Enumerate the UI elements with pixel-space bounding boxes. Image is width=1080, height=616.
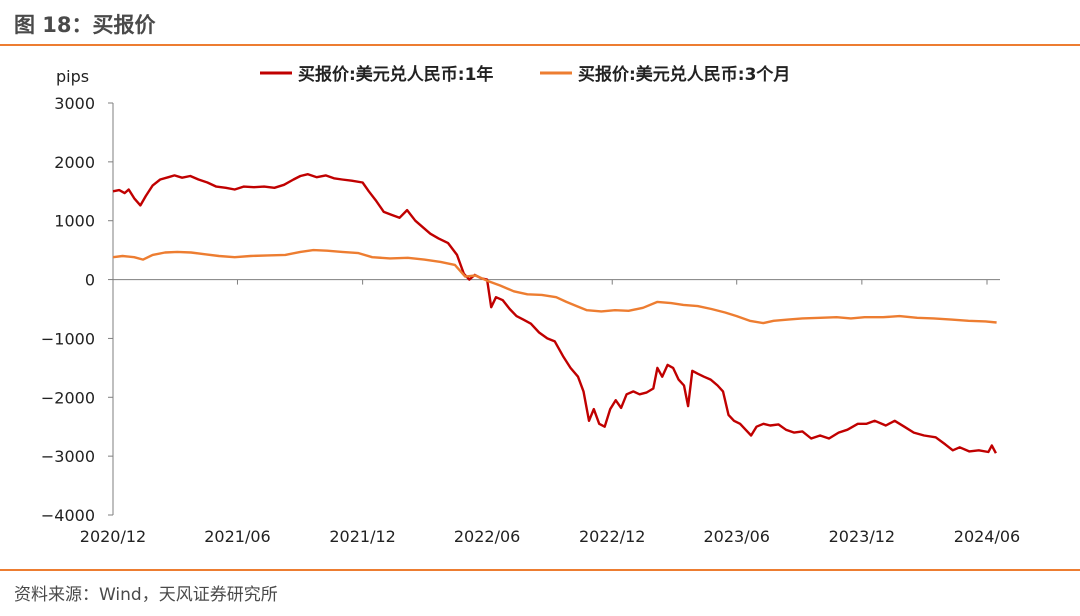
figure-title: 图 18：买报价 bbox=[14, 13, 156, 37]
y-tick-label: 2000 bbox=[54, 153, 95, 172]
y-tick-label: 1000 bbox=[54, 212, 95, 231]
y-tick-label: 0 bbox=[85, 271, 95, 290]
figure-header: 图 18：买报价 bbox=[0, 0, 1080, 46]
y-tick-label: −3000 bbox=[41, 447, 95, 466]
series-line-1y bbox=[112, 173, 997, 454]
x-tick-label: 2021/06 bbox=[204, 527, 270, 546]
series-line-3m bbox=[112, 248, 997, 325]
series-layer bbox=[112, 173, 997, 454]
legend-label-3m: 买报价:美元兑人民币:3个月 bbox=[578, 64, 790, 85]
chart-legend: 买报价:美元兑人民币:1年 买报价:美元兑人民币:3个月 bbox=[260, 64, 790, 85]
x-tick-label: 2023/12 bbox=[829, 527, 895, 546]
top-rule bbox=[0, 44, 1080, 46]
y-axis-unit-label: pips bbox=[56, 67, 89, 86]
y-tick-label: −2000 bbox=[41, 388, 95, 407]
y-tick-label: −4000 bbox=[41, 506, 95, 525]
x-tick-label: 2020/12 bbox=[80, 527, 146, 546]
x-tick-label: 2022/12 bbox=[579, 527, 645, 546]
x-tick-label: 2022/06 bbox=[454, 527, 520, 546]
bottom-rule bbox=[0, 569, 1080, 571]
source-note: 资料来源：Wind，天风证券研究所 bbox=[14, 585, 278, 605]
x-tick-label: 2023/06 bbox=[703, 527, 769, 546]
line-chart: 3000 2000 1000 0 −1000 −2000 −3000 −4000 2020/12… bbox=[41, 64, 1020, 546]
chart-axes: 3000 2000 1000 0 −1000 −2000 −3000 −4000 2020/12… bbox=[41, 67, 1020, 546]
y-tick-label: 3000 bbox=[54, 94, 95, 113]
x-tick-label: 2024/06 bbox=[954, 527, 1020, 546]
y-tick-label: −1000 bbox=[41, 329, 95, 348]
x-tick-label: 2021/12 bbox=[329, 527, 395, 546]
legend-label-1y: 买报价:美元兑人民币:1年 bbox=[298, 64, 493, 85]
